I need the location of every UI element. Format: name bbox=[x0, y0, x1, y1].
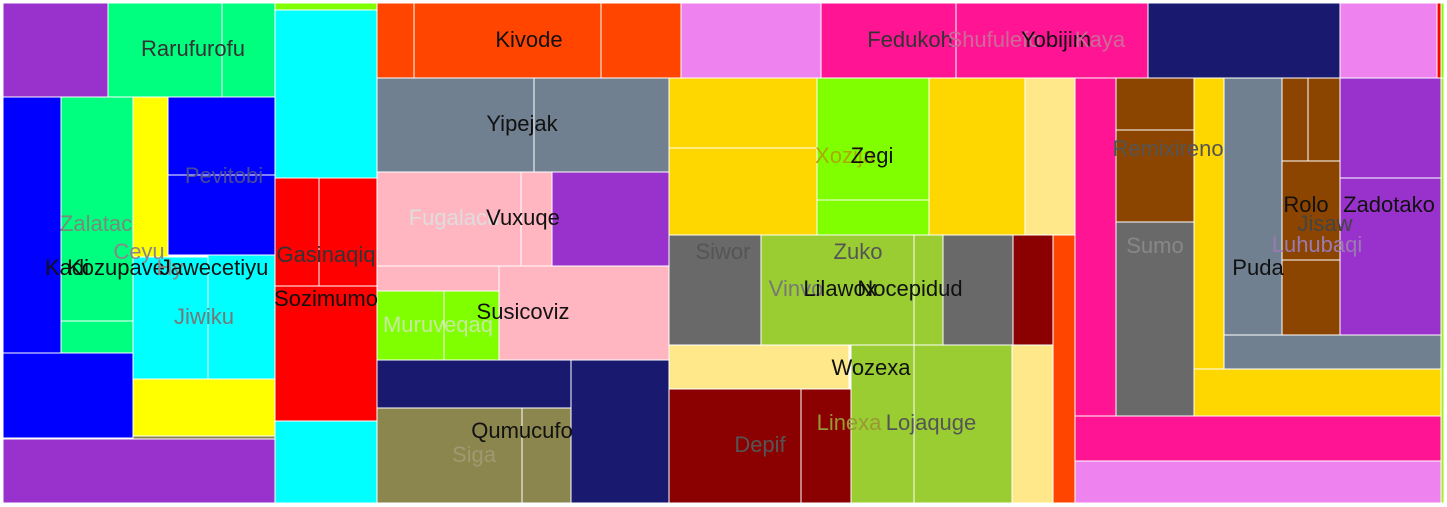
treemap-cell bbox=[376, 359, 572, 409]
treemap-cell bbox=[668, 147, 818, 236]
treemap-cell bbox=[800, 388, 852, 504]
treemap-cell bbox=[443, 290, 500, 361]
treemap-cell bbox=[167, 96, 276, 176]
treemap-cell bbox=[376, 407, 523, 504]
treemap-cell bbox=[107, 2, 223, 98]
treemap-cell bbox=[274, 285, 378, 422]
treemap-cell bbox=[533, 77, 670, 173]
treemap-cell bbox=[520, 171, 553, 267]
treemap-cell bbox=[274, 420, 378, 504]
treemap-cell bbox=[1223, 77, 1283, 336]
treemap-cell bbox=[132, 256, 209, 380]
treemap-cell bbox=[668, 344, 850, 390]
treemap-cell bbox=[1052, 234, 1076, 504]
treemap-cell bbox=[1024, 77, 1076, 236]
treemap-cell bbox=[760, 234, 915, 346]
treemap-cell bbox=[1281, 160, 1341, 261]
treemap-cell bbox=[274, 177, 320, 287]
treemap-cell bbox=[2, 2, 109, 98]
treemap-cell bbox=[2, 438, 276, 504]
treemap-cell bbox=[376, 2, 415, 79]
treemap-cell bbox=[600, 2, 682, 79]
treemap-cell bbox=[376, 77, 535, 173]
treemap-cell bbox=[551, 171, 670, 267]
treemap-cell bbox=[668, 388, 802, 504]
treemap-cell bbox=[221, 2, 276, 98]
treemap-cell bbox=[820, 2, 957, 79]
treemap-cell bbox=[816, 77, 930, 201]
treemap-cell bbox=[318, 177, 378, 287]
treemap-cell bbox=[2, 96, 62, 354]
treemap-cell bbox=[1115, 129, 1195, 223]
treemap-cell bbox=[274, 2, 378, 11]
treemap-cell bbox=[2, 352, 134, 439]
treemap-cell bbox=[1281, 77, 1309, 162]
treemap-cell bbox=[570, 359, 670, 504]
treemap-cell bbox=[850, 344, 915, 504]
treemap-cell bbox=[680, 2, 822, 79]
treemap-cell bbox=[955, 2, 1149, 79]
treemap-cell bbox=[521, 407, 572, 504]
treemap-cell bbox=[1115, 221, 1195, 417]
treemap-cell bbox=[668, 77, 818, 149]
treemap-cell bbox=[167, 174, 276, 256]
treemap-cell bbox=[207, 254, 276, 380]
treemap-cell bbox=[928, 77, 1026, 236]
treemap-cell bbox=[1011, 344, 1054, 504]
treemap-cell bbox=[132, 378, 276, 437]
treemap-cell bbox=[498, 265, 670, 361]
treemap-cell bbox=[376, 290, 445, 361]
treemap-cell bbox=[1074, 77, 1117, 417]
treemap-cell bbox=[913, 344, 1013, 504]
treemap-cell bbox=[376, 265, 500, 292]
treemap-cell bbox=[913, 234, 944, 346]
treemap-cell bbox=[1147, 2, 1341, 79]
treemap-cell bbox=[1193, 368, 1442, 417]
treemap-cell bbox=[1339, 77, 1442, 179]
treemap-cell bbox=[1115, 77, 1195, 131]
treemap-cell bbox=[942, 234, 1014, 346]
treemap-cell bbox=[1339, 177, 1442, 336]
treemap-cell bbox=[1281, 259, 1341, 336]
treemap-cell bbox=[1436, 2, 1442, 79]
treemap-cell bbox=[1223, 334, 1442, 370]
treemap-cell bbox=[1012, 234, 1054, 346]
treemap-cell bbox=[1339, 2, 1438, 79]
treemap-cell bbox=[1074, 460, 1442, 504]
treemap-cell bbox=[1193, 77, 1225, 370]
treemap-cell bbox=[1307, 77, 1341, 162]
treemap-cell bbox=[274, 9, 378, 179]
treemap-cell bbox=[1074, 415, 1442, 462]
treemap-cell bbox=[60, 320, 134, 354]
treemap-cell bbox=[60, 96, 134, 322]
treemap-cell bbox=[376, 171, 522, 267]
treemap-cell bbox=[816, 199, 930, 236]
treemap-cell bbox=[413, 2, 602, 79]
treemap-cell bbox=[132, 96, 169, 258]
treemap-cell bbox=[1440, 2, 1445, 79]
treemap-cell bbox=[668, 234, 762, 346]
treemap-cell bbox=[1440, 77, 1445, 504]
